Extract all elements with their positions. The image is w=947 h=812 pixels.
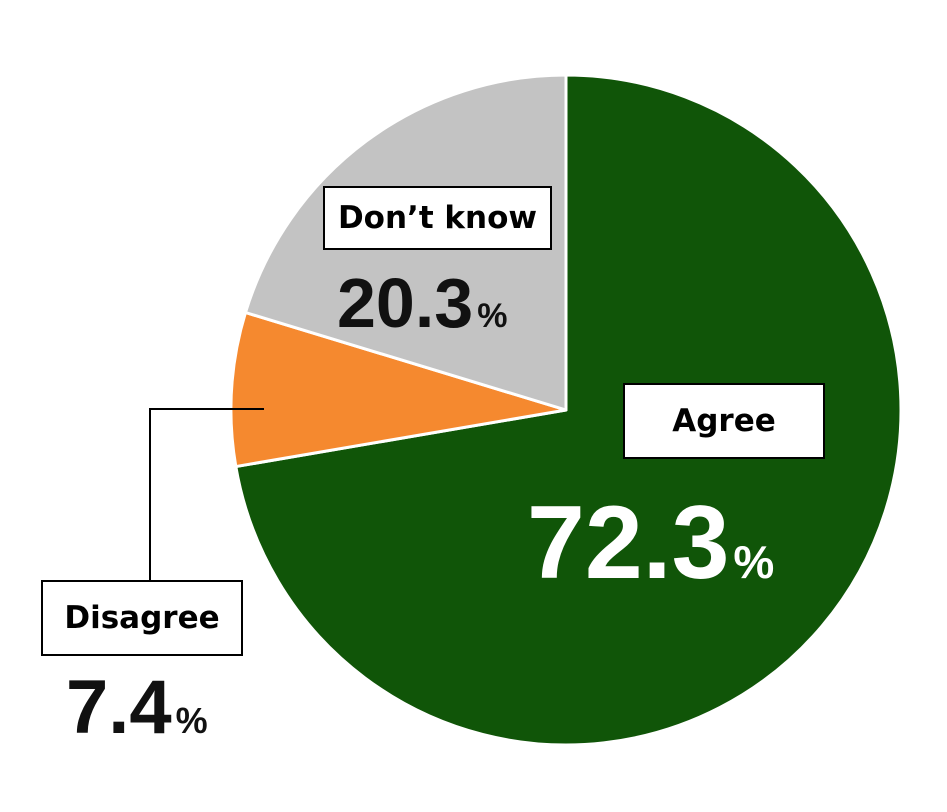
agree-percent-value: 72.3 [527,485,730,601]
pie-slice-disagree [229,311,568,469]
dont-know-percent: 20.3% [337,268,507,338]
agree-label: Agree [623,383,825,459]
agree-percent: 72.3% [527,491,774,595]
agree-label-text: Agree [672,403,776,439]
disagree-label-text: Disagree [64,600,220,636]
disagree-percent: 7.4% [66,670,208,746]
dont-know-percent-unit: % [477,297,508,335]
dont-know-percent-value: 20.3 [337,264,474,342]
agree-percent-unit: % [733,536,775,588]
disagree-percent-value: 7.4 [66,665,172,750]
disagree-label: Disagree [41,580,243,656]
disagree-leader-line [149,408,264,580]
dont-know-label-text: Don’t know [337,200,538,236]
pie-slice-agree [234,73,903,747]
dont-know-label: Don’t know [323,186,552,250]
disagree-percent-unit: % [175,700,208,741]
